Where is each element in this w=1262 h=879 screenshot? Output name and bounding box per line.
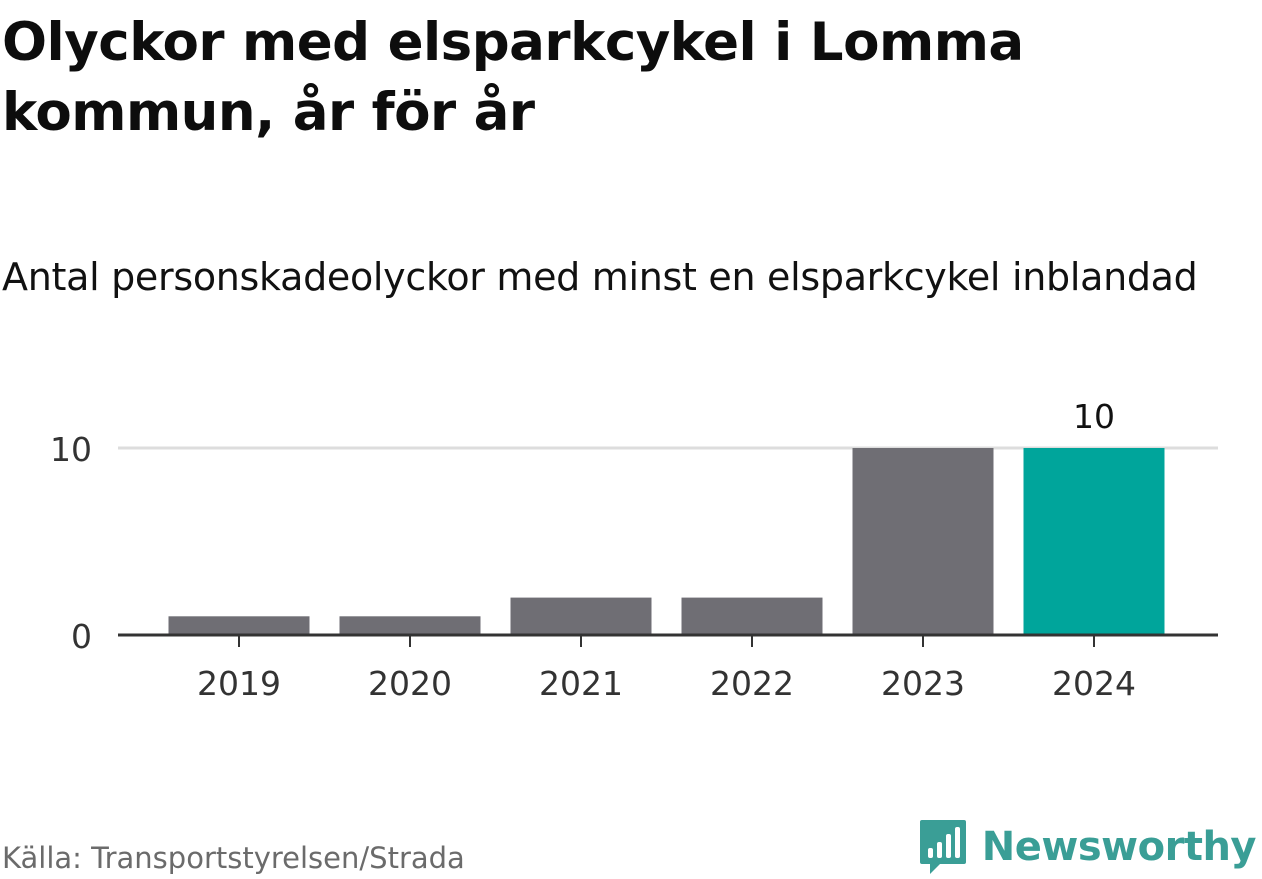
x-tick-label-2023: 2023 xyxy=(881,664,965,703)
x-axis-ticks: 2019 2020 2021 2022 2023 2024 xyxy=(197,635,1136,703)
data-labels: 10 xyxy=(1073,397,1115,436)
x-tick-label-2020: 2020 xyxy=(368,664,452,703)
data-label-2024: 10 xyxy=(1073,397,1115,436)
x-tick-label-2019: 2019 xyxy=(197,664,281,703)
bar-2020 xyxy=(339,616,481,635)
bars xyxy=(168,448,1165,635)
source-note: Källa: Transportstyrelsen/Strada xyxy=(2,841,465,875)
newsworthy-logo[interactable]: Newsworthy xyxy=(918,818,1257,876)
bar-2021 xyxy=(510,597,652,635)
bar-2023 xyxy=(852,448,994,635)
newsworthy-logo-icon xyxy=(919,820,966,874)
bar-chart: 0 10 2019 2020 2021 2022 2023 2024 10 xyxy=(50,397,1218,703)
bar-2019 xyxy=(168,616,310,635)
newsworthy-logo-text: Newsworthy xyxy=(981,824,1257,870)
x-tick-label-2022: 2022 xyxy=(710,664,794,703)
chart-title: Olyckor med elsparkcykel i Lomma kommun,… xyxy=(2,12,1024,143)
bar-2024 xyxy=(1023,448,1165,635)
y-axis-ticks: 0 10 xyxy=(50,430,92,656)
bar-2022 xyxy=(681,597,823,635)
y-tick-label-0: 0 xyxy=(71,617,92,656)
x-tick-label-2021: 2021 xyxy=(539,664,623,703)
y-tick-label-10: 10 xyxy=(50,430,92,469)
x-tick-label-2024: 2024 xyxy=(1052,664,1136,703)
chart-subtitle: Antal personskadeolyckor med minst en el… xyxy=(2,255,1198,299)
